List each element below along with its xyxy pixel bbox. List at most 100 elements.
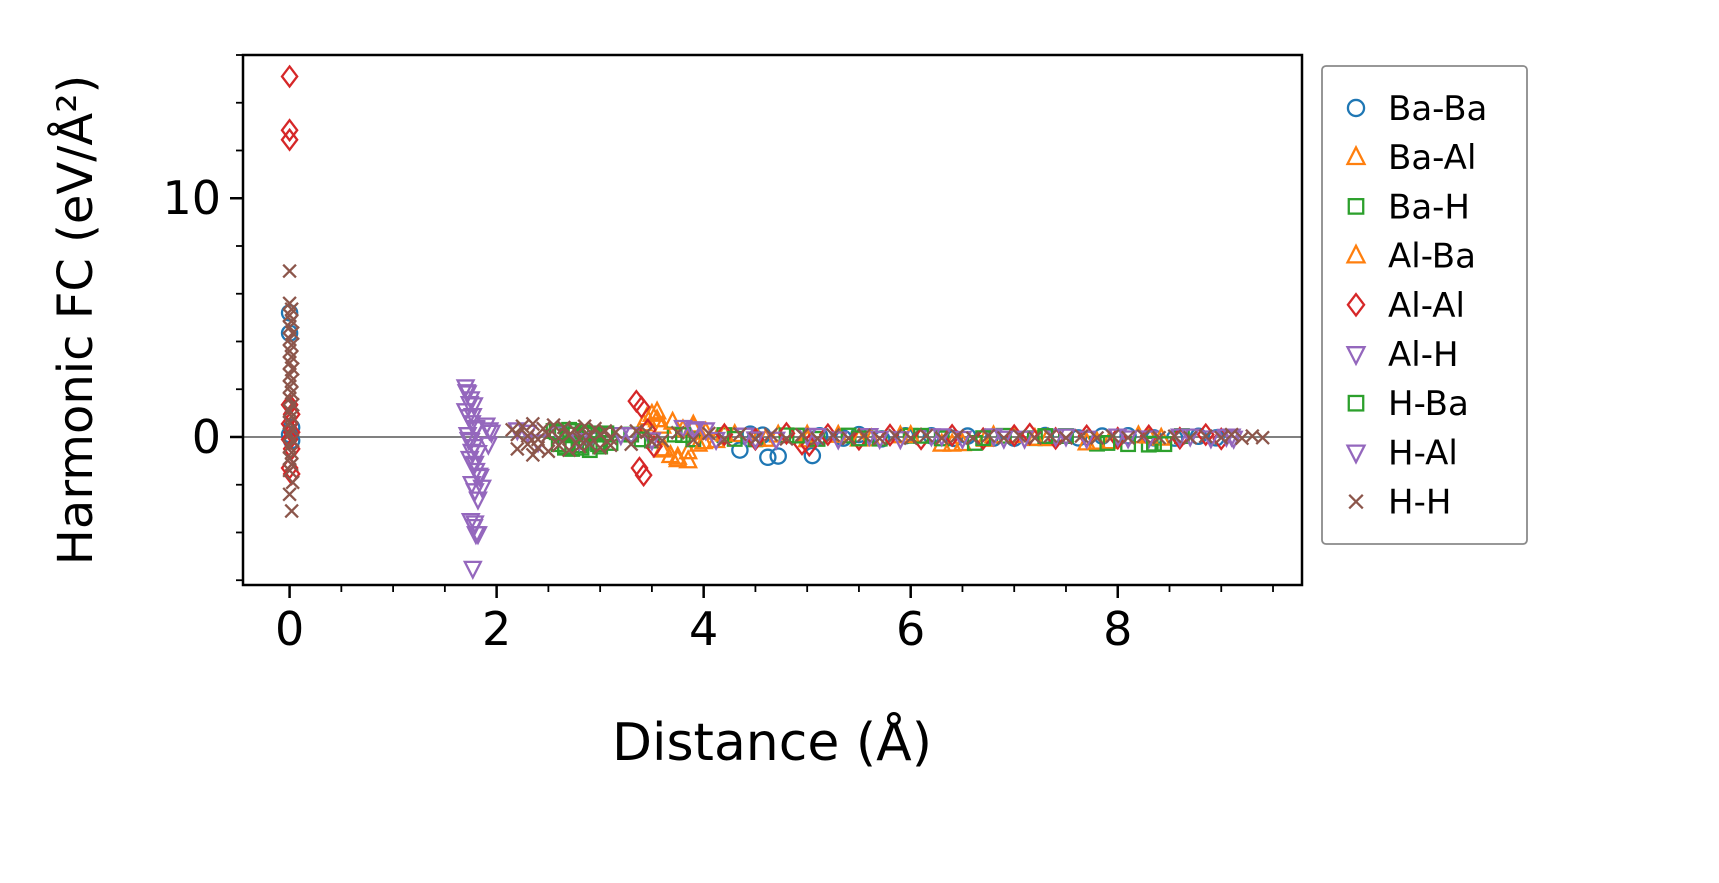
scatter-point	[282, 463, 297, 478]
scatter-point	[525, 447, 541, 463]
scatter-point	[818, 422, 837, 447]
legend-item-H-Al: H-Al	[1345, 433, 1458, 473]
scatter-point	[1012, 428, 1027, 444]
y-axis-label: Harmonic FC (eV/Å²)	[47, 75, 104, 565]
scatter-point	[919, 428, 934, 443]
x-tick-label: 8	[1103, 602, 1132, 656]
legend-label: Ba-Al	[1388, 138, 1476, 178]
scatter-point	[887, 428, 903, 443]
scatter-point	[965, 430, 981, 446]
scatter-point	[731, 441, 749, 459]
scatter-point	[462, 407, 483, 428]
scatter-point	[1198, 429, 1213, 444]
scatter-point	[869, 430, 890, 451]
scatter-point	[693, 430, 714, 450]
legend-label: Al-Ba	[1388, 237, 1476, 277]
legend-frame	[1321, 65, 1528, 545]
scatter-point	[284, 503, 299, 519]
scatter-point	[1156, 436, 1173, 453]
scatter-point	[794, 427, 810, 443]
scatter-point	[280, 127, 299, 152]
scatter-point	[1345, 243, 1367, 264]
scatter-point	[462, 560, 483, 581]
scatter-point	[890, 431, 911, 451]
scatter-point	[639, 424, 654, 440]
scatter-point	[667, 445, 688, 465]
scatter-point	[841, 431, 856, 446]
y-tick-label: 0	[192, 410, 221, 464]
scatter-point	[1027, 430, 1043, 446]
scatter-point	[670, 425, 685, 440]
scatter-point	[1119, 427, 1137, 445]
scatter-point	[551, 430, 566, 446]
scatter-point	[1346, 98, 1366, 118]
axes-layer: 0 2 4 6 8 0 10	[162, 53, 1304, 656]
x-tick-label: 6	[896, 602, 925, 656]
x-tick-label: 2	[482, 602, 511, 656]
scatter-point	[280, 64, 299, 89]
scatter-point	[1058, 430, 1074, 446]
scatter-point	[510, 441, 525, 457]
scatter-point	[950, 428, 965, 444]
scatter-point	[472, 479, 493, 499]
scatter-point	[1224, 427, 1239, 442]
series-Ba-Al	[633, 402, 1172, 468]
scatter-point	[479, 422, 500, 442]
scatter-point	[461, 443, 482, 464]
scatter-point	[1136, 428, 1151, 444]
scatter-point	[934, 430, 949, 446]
scatter-point	[525, 416, 541, 432]
scatter-point	[1345, 346, 1367, 367]
scatter-point	[678, 449, 699, 469]
scatter-point	[872, 431, 887, 446]
scatter-point	[825, 427, 841, 443]
scatter-point	[745, 431, 766, 451]
scatter-point	[280, 324, 299, 342]
scatter-point	[541, 427, 556, 443]
legend-item-Al-Al: Al-Al	[1346, 286, 1465, 326]
scatter-point	[1151, 430, 1167, 445]
series-H-Al	[456, 384, 1242, 546]
scatter-point	[1167, 429, 1182, 444]
scatter-point	[572, 431, 587, 447]
scatter-point	[1056, 428, 1076, 448]
scatter-point	[810, 431, 825, 446]
scatter-point	[1347, 198, 1365, 215]
legend-item-H-H: H-H	[1348, 483, 1451, 523]
scatter-point	[777, 421, 796, 446]
scatter-point	[647, 400, 667, 420]
legend-item-Al-H: Al-H	[1345, 335, 1459, 375]
scatter-point	[468, 491, 488, 511]
scatter-point	[732, 426, 748, 442]
legend-item-Ba-Al: Ba-Al	[1345, 138, 1476, 178]
scatter-point	[748, 431, 763, 447]
scatter-point	[1255, 430, 1270, 445]
scatter-point	[942, 432, 962, 452]
legend-label: Al-Al	[1388, 286, 1465, 326]
legend-item-Ba-Ba: Ba-Ba	[1346, 89, 1487, 129]
scatter-point	[282, 263, 297, 279]
scatter-point	[520, 428, 535, 444]
scatter-point	[1214, 430, 1229, 445]
scatter-point	[632, 395, 651, 420]
scatter-point	[621, 427, 642, 447]
scatter-point	[763, 427, 779, 442]
scatter-point	[465, 515, 485, 535]
scatter-point	[856, 428, 872, 443]
scatter-point	[1345, 444, 1367, 465]
scatter-point	[685, 421, 706, 441]
scatter-point	[803, 446, 822, 465]
scatter-point	[828, 431, 849, 451]
scatter-point	[726, 430, 743, 447]
scatter-points-layer	[280, 64, 1270, 581]
scatter-point	[469, 467, 489, 487]
scatter-point	[701, 426, 717, 441]
scatter-point	[655, 433, 670, 448]
scatter-point	[652, 438, 673, 458]
scatter-point	[766, 431, 787, 451]
legend-label: H-Ba	[1388, 384, 1469, 424]
scatter-point	[592, 427, 608, 442]
scatter-point	[459, 396, 480, 416]
scatter-point	[530, 432, 546, 447]
